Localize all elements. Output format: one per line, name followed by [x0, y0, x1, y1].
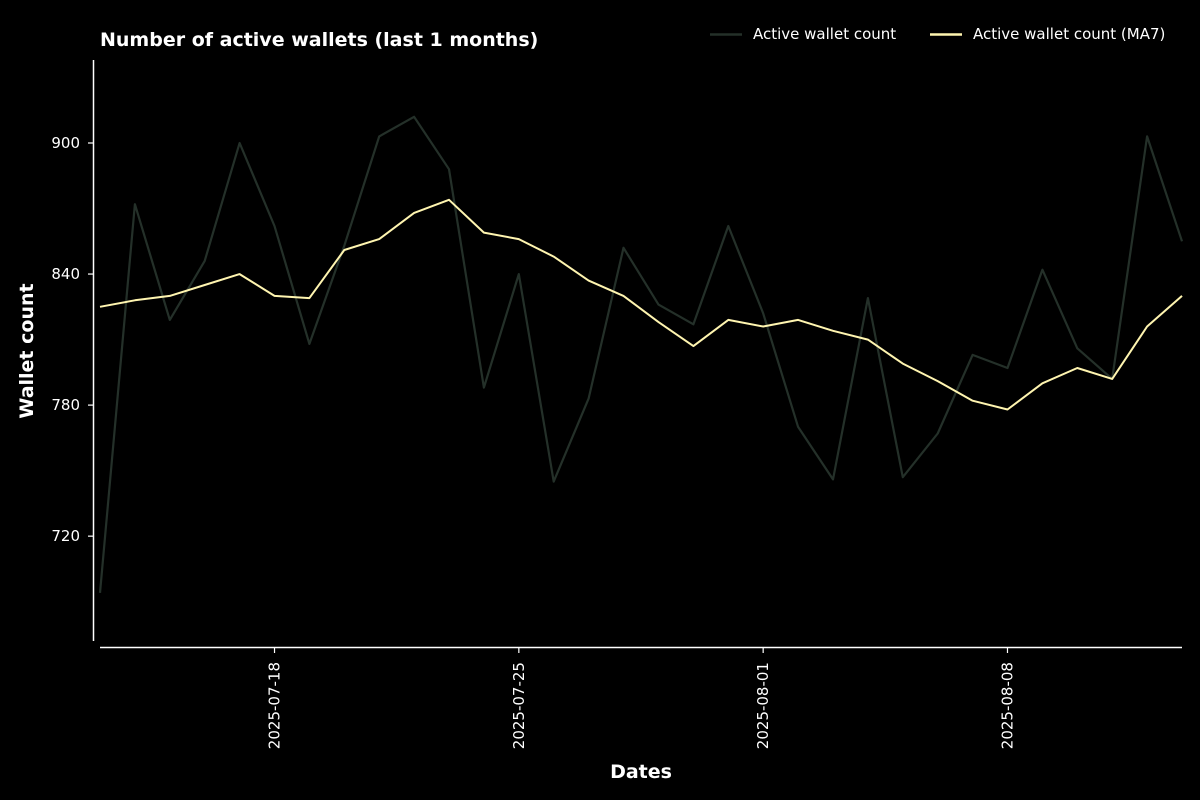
x-ticks: 2025-07-18 2025-07-25 2025-08-01 2025-08-08: [266, 647, 1016, 749]
x-tick-label: 2025-07-25: [510, 662, 528, 749]
x-axis-label: Dates: [610, 761, 672, 783]
x-tick-label: 2025-07-18: [266, 662, 284, 749]
legend-label: Active wallet count: [753, 25, 896, 43]
series-line-active-wallet-count-ma7: [99, 198, 1183, 411]
y-tick-label: 720: [51, 527, 80, 545]
chart-title: Number of active wallets (last 1 months): [100, 29, 538, 51]
y-tick-label: 840: [51, 265, 80, 283]
y-ticks: 720 780 840 900: [51, 134, 94, 545]
series-group: [98, 115, 1184, 593]
y-tick-label: 780: [51, 396, 80, 414]
legend: Active wallet count Active wallet count (…: [710, 25, 1165, 43]
x-tick-label: 2025-08-01: [754, 662, 772, 749]
series-line-active-wallet-count: [98, 115, 1184, 593]
y-tick-label: 900: [51, 134, 80, 152]
legend-label: Active wallet count (MA7): [973, 25, 1165, 43]
y-axis-label: Wallet count: [16, 283, 38, 418]
x-tick-label: 2025-08-08: [998, 662, 1016, 749]
